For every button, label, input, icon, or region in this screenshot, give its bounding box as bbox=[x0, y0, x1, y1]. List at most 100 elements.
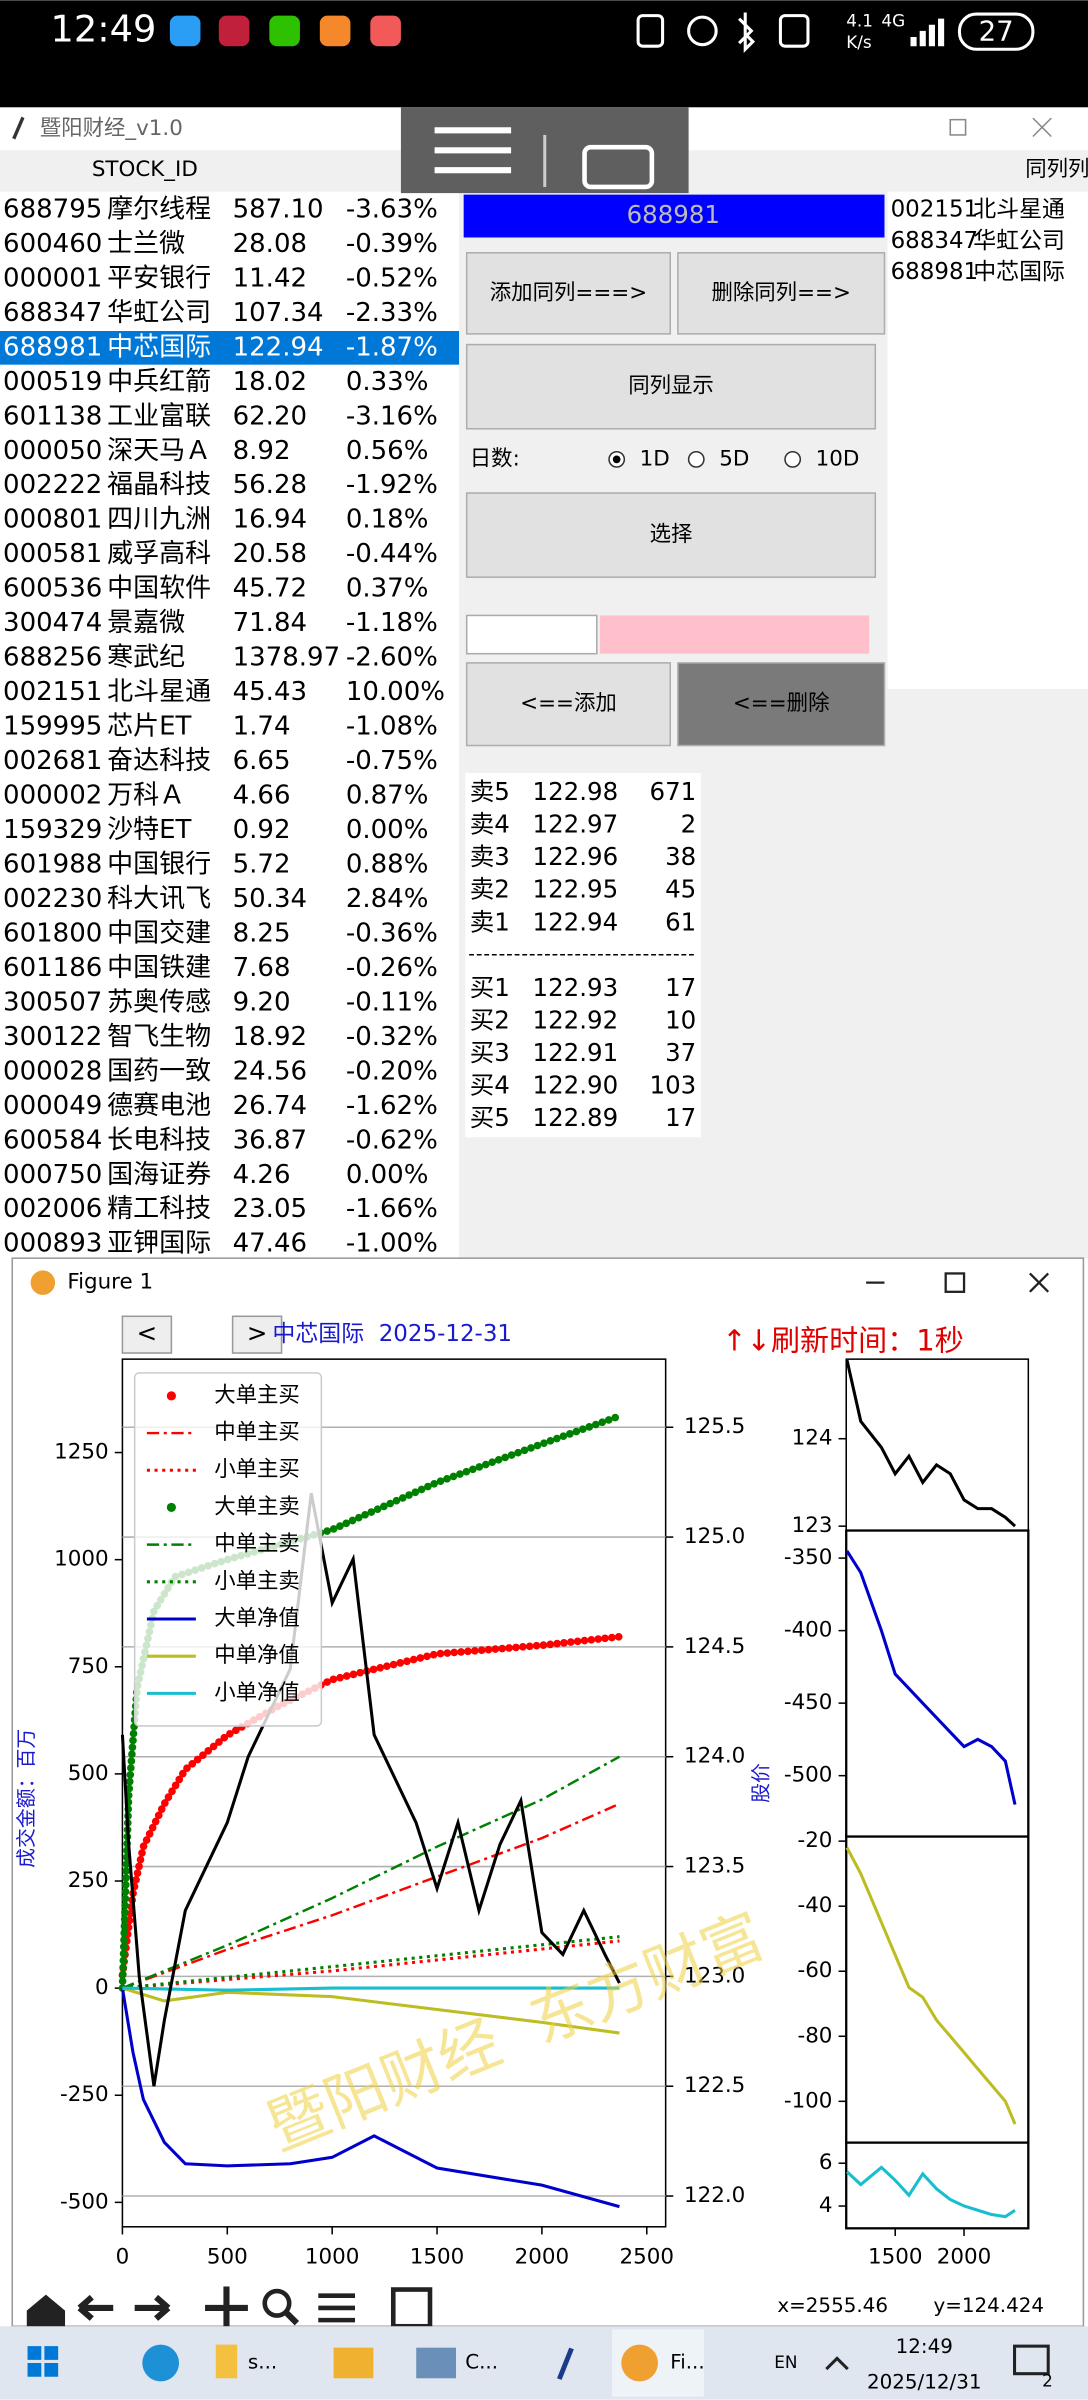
radio[interactable] bbox=[784, 450, 802, 468]
column-header: 同列列 bbox=[1025, 157, 1088, 182]
stock-code: 159329 bbox=[3, 815, 102, 845]
stock-code: 600460 bbox=[3, 229, 102, 259]
stock-code: 000002 bbox=[3, 781, 102, 811]
book-price: 122.90 bbox=[533, 1071, 619, 1100]
stock-change: -1.62% bbox=[346, 1091, 438, 1121]
button[interactable] bbox=[465, 343, 877, 430]
y-tick-label: -100 bbox=[784, 2088, 833, 2113]
y-tick-label: -20 bbox=[797, 1828, 832, 1853]
network-type: 4G bbox=[881, 11, 905, 31]
taskbar-app: Fi... bbox=[670, 2350, 704, 2373]
prev-button[interactable] bbox=[121, 1315, 173, 1354]
stock-price: 8.25 bbox=[233, 918, 291, 948]
group-name: 中芯国际 bbox=[973, 259, 1065, 285]
legend-label: 中单主卖 bbox=[214, 1532, 300, 1557]
button-label: 删除同列==> bbox=[711, 280, 850, 305]
stock-price: 11.42 bbox=[233, 263, 307, 293]
stock-name: 中国银行 bbox=[107, 849, 211, 879]
stock-price: 24.56 bbox=[233, 1056, 307, 1086]
y-tick-label: 1250 bbox=[54, 1440, 108, 1465]
stock-name: 苏奥传感 bbox=[107, 987, 211, 1017]
button[interactable] bbox=[677, 662, 886, 747]
menu-icon[interactable] bbox=[434, 127, 512, 174]
stock-price: 5.72 bbox=[233, 849, 291, 879]
stock-price: 20.58 bbox=[233, 539, 307, 569]
series-line bbox=[122, 1935, 620, 1990]
y2-axis-label: 股价 bbox=[750, 1763, 773, 1803]
stock-name: 国药一致 bbox=[107, 1056, 211, 1086]
legend-label: 小单主买 bbox=[214, 1457, 300, 1482]
y-tick-label: 4 bbox=[819, 2193, 833, 2218]
entry-box[interactable] bbox=[465, 614, 598, 655]
y-tick-label: 6 bbox=[819, 2150, 833, 2175]
stock-change: -0.62% bbox=[346, 1125, 438, 1155]
stock-name: 平安银行 bbox=[107, 263, 211, 293]
stock-change: -3.63% bbox=[346, 194, 438, 224]
x-tick-label: 1500 bbox=[868, 2244, 922, 2269]
stock-change: 0.87% bbox=[346, 781, 429, 811]
stock-price: 7.68 bbox=[233, 953, 291, 983]
y2-tick-label: 122.5 bbox=[684, 2073, 745, 2098]
next-button[interactable] bbox=[231, 1315, 283, 1354]
side-line bbox=[845, 1846, 1017, 2125]
y2-tick-label: 122.0 bbox=[684, 2183, 745, 2208]
button[interactable] bbox=[465, 252, 672, 335]
stock-change: -0.32% bbox=[346, 1022, 438, 1052]
button[interactable] bbox=[677, 252, 886, 335]
y-tick-label: 1000 bbox=[54, 1547, 108, 1572]
stock-price: 26.74 bbox=[233, 1091, 307, 1121]
keyboard-icon[interactable] bbox=[582, 144, 655, 190]
radio-label: 1D bbox=[640, 446, 670, 471]
legend-label: 大单主卖 bbox=[214, 1494, 300, 1519]
stock-price: 16.94 bbox=[233, 505, 307, 535]
stock-price: 107.34 bbox=[233, 298, 324, 328]
y2-tick-label: 123.5 bbox=[684, 1854, 745, 1879]
series-line bbox=[120, 1492, 621, 2087]
button[interactable] bbox=[465, 492, 877, 578]
coords: x=2555.46 bbox=[777, 2294, 888, 2317]
taskbar-time: 12:49 bbox=[896, 2335, 953, 2358]
taskbar-icons[interactable] bbox=[27, 2329, 1050, 2397]
button[interactable] bbox=[465, 662, 672, 747]
stock-list[interactable] bbox=[0, 191, 460, 1259]
group-list[interactable] bbox=[887, 191, 1088, 689]
stock-price: 36.87 bbox=[233, 1125, 307, 1155]
y-tick-label: -60 bbox=[797, 1958, 832, 1983]
book-price: 122.97 bbox=[533, 810, 619, 839]
stock-name: 芯片ET bbox=[107, 712, 191, 742]
stock-code: 688795 bbox=[3, 194, 102, 224]
book-level: 卖3 bbox=[470, 842, 510, 871]
stock-change: 0.18% bbox=[346, 505, 429, 535]
figure-toolbar[interactable] bbox=[26, 2286, 433, 2330]
status-icons bbox=[169, 12, 1035, 53]
x-tick-label: 0 bbox=[116, 2244, 130, 2269]
stock-code: 300507 bbox=[3, 987, 102, 1017]
side-line bbox=[845, 1550, 1017, 1805]
stock-price: 587.10 bbox=[233, 194, 324, 224]
button-label: 同列显示 bbox=[628, 374, 714, 399]
stock-change: 0.88% bbox=[346, 849, 429, 879]
stock-price: 4.26 bbox=[233, 1160, 291, 1190]
refresh-note: ↑↓刷新时间：1秒 bbox=[722, 1323, 964, 1357]
stock-name: 沙特ET bbox=[107, 815, 191, 845]
stock-price: 56.28 bbox=[233, 470, 307, 500]
book-qty: 17 bbox=[665, 1103, 696, 1132]
stock-name: 北斗星通 bbox=[107, 677, 211, 707]
book-qty: 2 bbox=[681, 810, 697, 839]
clock: 12:49 bbox=[50, 7, 156, 50]
x-tick-label: 500 bbox=[207, 2244, 248, 2269]
stock-code: 600584 bbox=[3, 1125, 102, 1155]
stock-price: 47.46 bbox=[233, 1229, 307, 1259]
book-qty: 61 bbox=[665, 907, 696, 936]
stock-name: 德赛电池 bbox=[107, 1091, 211, 1121]
y-tick-label: 123 bbox=[792, 1513, 833, 1538]
book-price: 122.92 bbox=[533, 1005, 619, 1034]
radio[interactable] bbox=[687, 450, 705, 468]
y-tick-label: -500 bbox=[784, 1763, 833, 1788]
status-box bbox=[599, 615, 870, 654]
series-line bbox=[121, 1755, 621, 1990]
stock-price: 1.74 bbox=[233, 712, 291, 742]
button-label: 添加同列===> bbox=[490, 280, 647, 305]
stock-code: 300122 bbox=[3, 1022, 102, 1052]
legend-marker bbox=[166, 1391, 176, 1401]
